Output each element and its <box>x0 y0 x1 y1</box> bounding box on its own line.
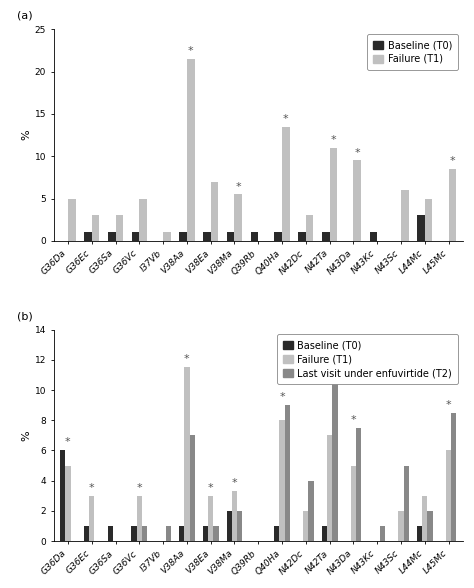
Bar <box>425 199 432 241</box>
Bar <box>227 232 235 241</box>
Bar <box>417 215 425 241</box>
Bar <box>309 480 314 541</box>
Bar <box>356 428 361 541</box>
Bar <box>399 511 404 541</box>
Bar <box>163 232 171 241</box>
Text: (a): (a) <box>17 11 32 21</box>
Text: *: * <box>208 483 213 493</box>
Bar <box>203 526 208 541</box>
Text: *: * <box>327 369 332 379</box>
Bar <box>210 182 219 241</box>
Text: *: * <box>331 135 336 145</box>
Bar <box>137 496 142 541</box>
Bar <box>139 199 147 241</box>
Bar <box>370 232 377 241</box>
Bar <box>332 382 337 541</box>
Bar <box>187 59 194 241</box>
Bar <box>132 232 139 241</box>
Text: *: * <box>351 415 356 425</box>
Bar <box>306 215 313 241</box>
Bar <box>65 466 71 541</box>
Bar <box>116 215 123 241</box>
Bar <box>446 450 451 541</box>
Bar <box>327 435 332 541</box>
Bar <box>251 232 258 241</box>
Bar <box>428 511 433 541</box>
Bar <box>89 496 94 541</box>
Bar <box>203 232 210 241</box>
Bar <box>108 232 116 241</box>
Text: *: * <box>236 182 241 192</box>
Bar <box>84 232 92 241</box>
Text: *: * <box>188 46 193 56</box>
Text: *: * <box>283 114 289 124</box>
Bar <box>322 232 329 241</box>
Bar <box>179 526 184 541</box>
Bar <box>68 199 75 241</box>
Bar <box>108 526 113 541</box>
Bar <box>274 526 280 541</box>
Text: *: * <box>446 400 451 410</box>
Bar <box>184 368 190 541</box>
Text: *: * <box>65 437 71 447</box>
Text: *: * <box>355 148 360 158</box>
Legend: Baseline (T0), Failure (T1): Baseline (T0), Failure (T1) <box>367 34 458 70</box>
Bar <box>351 466 356 541</box>
Bar <box>380 526 385 541</box>
Text: *: * <box>232 478 237 488</box>
Bar <box>322 526 327 541</box>
Y-axis label: %: % <box>22 130 32 141</box>
Bar <box>213 526 219 541</box>
Bar <box>329 148 337 241</box>
Bar <box>92 215 100 241</box>
Bar <box>448 169 456 241</box>
Text: (b): (b) <box>17 311 33 321</box>
Bar <box>451 413 456 541</box>
Bar <box>298 232 306 241</box>
Bar <box>232 491 237 541</box>
Bar <box>142 526 147 541</box>
Bar <box>227 511 232 541</box>
Bar <box>401 190 409 241</box>
Bar <box>282 126 290 241</box>
Text: *: * <box>137 483 142 493</box>
Y-axis label: %: % <box>22 430 32 440</box>
Bar <box>354 161 361 241</box>
Bar <box>280 420 285 541</box>
Bar <box>60 450 65 541</box>
Bar <box>422 496 428 541</box>
Bar <box>285 405 290 541</box>
Bar <box>131 526 137 541</box>
Bar <box>235 194 242 241</box>
Bar <box>179 232 187 241</box>
Text: *: * <box>279 392 285 402</box>
Bar <box>237 511 242 541</box>
Bar <box>190 435 195 541</box>
Text: *: * <box>89 483 94 493</box>
Bar <box>404 466 409 541</box>
Text: *: * <box>450 156 455 166</box>
Bar <box>208 496 213 541</box>
Legend: Baseline (T0), Failure (T1), Last visit under enfuvirtide (T2): Baseline (T0), Failure (T1), Last visit … <box>277 335 458 384</box>
Bar <box>303 511 309 541</box>
Bar <box>84 526 89 541</box>
Bar <box>417 526 422 541</box>
Text: *: * <box>184 355 190 365</box>
Bar <box>166 526 171 541</box>
Bar <box>274 232 282 241</box>
